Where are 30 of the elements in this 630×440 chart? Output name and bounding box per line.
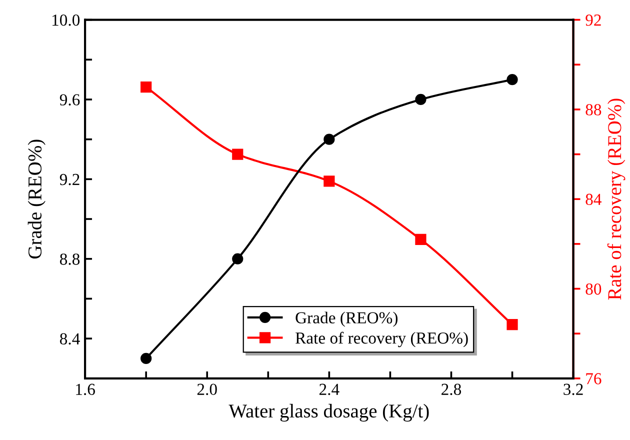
x-tick-label: 2.4	[319, 384, 340, 396]
y-tick-label: 9.6	[60, 94, 80, 106]
y2-tick-label: 80	[586, 283, 602, 295]
point	[140, 81, 152, 93]
point	[324, 134, 335, 145]
point	[232, 148, 244, 160]
y2-tick-label: 84	[586, 194, 602, 206]
y-axis-title: Grade (REO%)	[28, 140, 46, 258]
y2-tick-label: 88	[586, 104, 602, 116]
point	[415, 234, 426, 245]
x-tick-label: 3.2	[564, 384, 583, 396]
point	[140, 352, 152, 364]
y2-tick-label: 92	[586, 14, 601, 26]
legend-label: Grade (REO%)	[296, 312, 398, 327]
legend-label: Rate of recovery (REO%)	[296, 332, 468, 348]
x-axis-title: Water glass dosage (Kg/t)	[228, 404, 429, 422]
y-tick-label: 8.8	[60, 254, 80, 265]
y-tick-label: 10.0	[52, 14, 80, 26]
y2-tick-label: 76	[586, 373, 602, 384]
x-tick-label: 1.6	[76, 384, 95, 396]
y-tick-label: 9.2	[60, 174, 80, 186]
x-tick-label: 2.0	[197, 384, 217, 396]
point	[415, 94, 426, 106]
point	[232, 253, 244, 264]
point	[324, 176, 335, 187]
y2-axis-title: Rate of recovery (REO%)	[607, 98, 626, 300]
x-tick-label: 2.8	[442, 384, 462, 396]
point	[506, 319, 518, 330]
point	[506, 74, 518, 86]
y-tick-label: 8.4	[60, 333, 80, 345]
